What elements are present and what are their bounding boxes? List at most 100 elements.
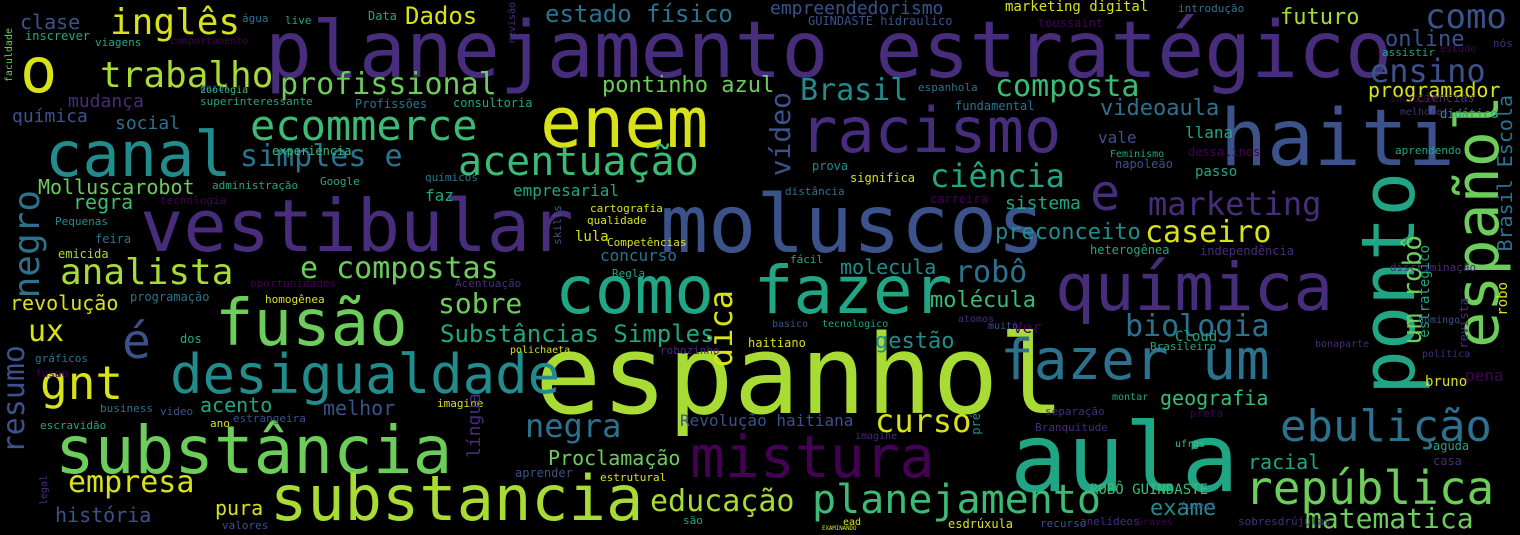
word-61: programador (1368, 78, 1501, 102)
word-85: marketing digital (1005, 0, 1149, 15)
word-158: homogênea (265, 293, 325, 306)
word-121: heterogênea (1090, 243, 1170, 257)
word-131: toussaint (1038, 16, 1104, 30)
word-59: online (1385, 27, 1465, 52)
word-83: empreendedorismo (770, 0, 944, 19)
word-66: sistema (1005, 193, 1081, 214)
word-0: planejamento estratégico (265, 6, 1393, 96)
word-88: empresarial (513, 181, 619, 200)
word-28: trabalho (100, 55, 274, 96)
word-145: superinteressante (200, 95, 313, 108)
word-10: como fazer (555, 252, 953, 329)
word-106: didático (1440, 107, 1498, 121)
word-13: substancia (270, 462, 644, 535)
word-112: Feminismo (1110, 149, 1165, 160)
word-80: mudança (68, 91, 144, 112)
word-133: assistir (1382, 46, 1435, 59)
word-62: videoaula (1100, 96, 1220, 121)
word-185: Graves (1137, 517, 1174, 528)
word-89: significa (850, 171, 916, 185)
word-129: espanhola (918, 81, 978, 94)
word-167: escravidão (40, 419, 107, 432)
word-86: Revolução haitiana (680, 411, 854, 430)
word-110: dessalines (1188, 145, 1261, 159)
word-92: passo (1195, 164, 1238, 180)
word-50: robô (955, 255, 1028, 290)
word-151: tecnologia (160, 194, 227, 207)
word-180: preta (1190, 407, 1224, 420)
word-40: matematica (1305, 502, 1474, 535)
word-2: aula (1010, 404, 1239, 514)
word-76: Proclamação (548, 446, 681, 470)
word-156: Acentuação (455, 277, 522, 290)
word-176: imagine (855, 431, 898, 442)
word-115: domingo (1418, 315, 1461, 326)
word-81: química (12, 106, 88, 127)
word-82: social (115, 113, 181, 134)
word-192: experiencia (272, 144, 352, 158)
word-173: polichaeta (510, 345, 571, 356)
word-178: separação (1045, 405, 1105, 418)
word-136: faculdade (4, 28, 15, 83)
word-45: composta (995, 69, 1140, 104)
word-153: feira (95, 232, 132, 246)
word-101: casa (1433, 454, 1462, 468)
word-155: oportunidades (250, 277, 337, 290)
word-142: Data (368, 9, 397, 23)
word-95: lula (575, 229, 609, 245)
word-54: ux (28, 314, 65, 349)
word-30: e (1090, 164, 1121, 222)
word-138: viagens (95, 36, 142, 49)
word-182: pré (969, 413, 983, 435)
word-32: simples e (240, 139, 403, 174)
word-161: fusao (35, 367, 69, 380)
word-79: revolução (10, 291, 119, 315)
word-189: ead (843, 517, 862, 528)
word-46: Brasil (800, 73, 909, 108)
word-198: zoologia (200, 85, 249, 96)
word-179: montar (1112, 392, 1149, 403)
word-135: nós (1493, 37, 1513, 50)
word-141: água (242, 12, 269, 25)
word-184: anelídeos (1080, 515, 1140, 528)
word-60: futuro (1280, 5, 1360, 30)
word-41: estado físico (545, 0, 733, 28)
word-191: são (683, 514, 703, 527)
word-165: ano (210, 417, 230, 430)
word-128: fundamental (955, 99, 1035, 113)
word-127: prova (812, 159, 849, 173)
word-154: emicida (58, 247, 109, 261)
word-42: Dados (405, 2, 478, 30)
word-93: faz (425, 186, 454, 205)
word-14: mistura (690, 423, 935, 491)
word-169: valores (222, 519, 269, 532)
word-69: molécula (930, 288, 1036, 313)
word-195: qualidade (587, 214, 647, 227)
word-114: discriminação (1390, 261, 1477, 274)
word-139: comportamento (170, 36, 249, 47)
word-55: resumo (0, 345, 32, 454)
word-174: robozinho (660, 344, 720, 357)
word-21: é (122, 314, 151, 370)
word-96: Ver (1013, 318, 1042, 337)
word-24: ebulição (1280, 401, 1492, 452)
word-123: basico (772, 319, 809, 330)
word-119: muito (988, 321, 1019, 332)
word-44: profissional (280, 67, 497, 102)
word-168: legal (39, 475, 50, 506)
word-197: skills (551, 205, 564, 245)
word-118: Brasileiro (1150, 340, 1217, 353)
word-144: geral (200, 83, 231, 94)
word-71: geografia (1160, 386, 1269, 410)
word-31: negro (7, 190, 48, 299)
word-37: biologia (1125, 309, 1270, 344)
word-107: melhores (1400, 107, 1449, 118)
word-91: llana (1185, 123, 1234, 142)
word-130: GUINDASTE hidraulico (808, 14, 953, 28)
word-52: sobre (438, 287, 523, 320)
word-36: curso (875, 402, 972, 440)
word-147: consultoria (453, 96, 533, 110)
word-122: fácil (790, 253, 824, 266)
word-15: canal (45, 118, 232, 191)
word-186: fuvest (1180, 501, 1217, 512)
